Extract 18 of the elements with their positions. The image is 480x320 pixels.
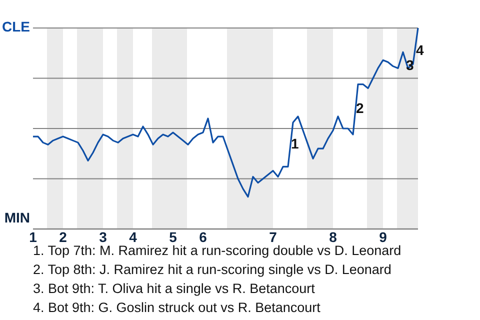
text: 3. Bot 9th: T. Oliva hit a single vs R. Betancourt	[33, 281, 316, 296]
x-tick-label: 5	[169, 229, 178, 245]
annotation: 2	[356, 100, 364, 116]
text: 1. Top 7th: M. Ramirez hit a run-scoring double vs D. Leonard	[33, 243, 402, 258]
x-tick-label: 9	[379, 229, 388, 245]
x-tick-label: 3	[99, 229, 108, 245]
text: CLE	[2, 18, 30, 35]
x-tick-label: 8	[329, 229, 338, 245]
text: 2. Top 8th: J. Ramirez hit a run-scoring single vs D. Leonard	[33, 262, 392, 277]
text: 4. Bot 9th: G. Goslin struck out vs R. Betancourt	[33, 300, 321, 315]
x-tick-label: 4	[129, 229, 138, 245]
x-tick-label: 1	[29, 229, 38, 245]
text: MIN	[4, 210, 30, 226]
annotation: 4	[416, 42, 424, 58]
x-tick-label: 7	[269, 229, 278, 245]
x-tick-label: 2	[59, 229, 68, 245]
annotation: 1	[291, 135, 299, 152]
x-tick-label: 6	[199, 229, 208, 245]
